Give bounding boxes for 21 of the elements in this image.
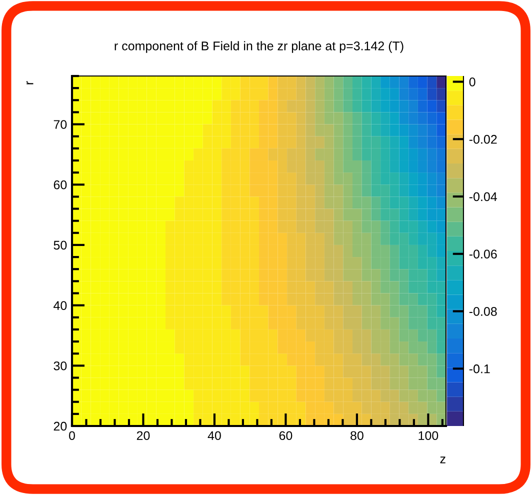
x-tick-label: 80 [350,431,364,440]
x-tick-label: 0 [69,431,75,440]
x-tick-label: 20 [136,431,150,440]
color-bar-label: -0.02 [469,134,497,144]
y-tick-label: 70 [54,120,67,129]
x-axis-title: z [440,456,446,464]
y-tick-label: 60 [54,180,67,190]
color-bar-label: -0.08 [469,307,497,316]
x-tick-label: 100 [418,431,438,440]
chart-title: r component of B Field in the zr plane at p=3.142 (T) [114,41,404,53]
color-bar-label: 0 [469,78,476,86]
color-bar-label: -0.06 [469,250,497,259]
y-tick-label: 40 [54,301,67,310]
y-axis-title: r [26,81,34,84]
y-tick-label: 20 [54,422,67,431]
y-tick-label: 50 [54,240,67,250]
x-tick-label: 60 [279,431,292,440]
color-bar-label: -0.04 [469,192,497,202]
y-tick-label: 30 [54,361,67,370]
x-tick-label: 40 [208,431,221,440]
color-bar-label: -0.1 [469,364,490,374]
